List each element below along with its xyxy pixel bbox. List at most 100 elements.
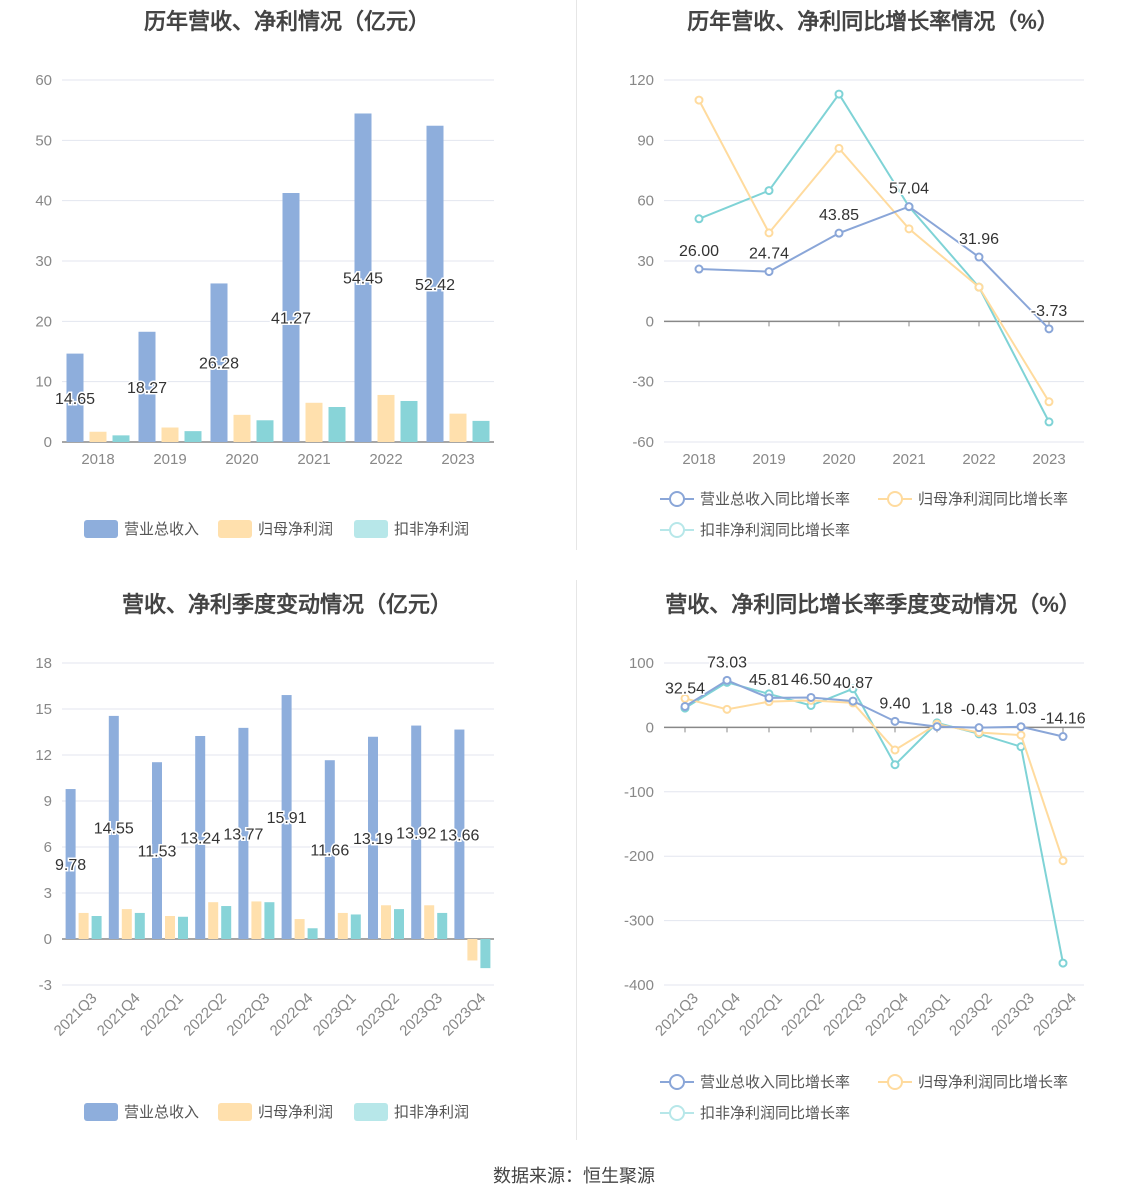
- y-tick-label: 6: [44, 839, 52, 856]
- point-value-label: 1.03: [1005, 701, 1036, 718]
- legend-swatch: [218, 1102, 252, 1121]
- bar-net-profit: [377, 394, 395, 442]
- legend-label: 归母净利润同比增长率: [918, 491, 1069, 508]
- legend-item-deducted-profit[interactable]: 扣非净利润: [354, 1101, 469, 1122]
- legend-swatch: [218, 519, 252, 538]
- bar-value-label: 13.19: [353, 831, 393, 848]
- y-tick-label: 3: [44, 885, 52, 902]
- series-line-1: [684, 697, 1064, 862]
- bar-revenue: [152, 762, 162, 939]
- legend-swatch: [660, 521, 694, 539]
- legend-item-net-profit-growth[interactable]: 归母净利润同比增长率: [878, 1071, 1068, 1092]
- y-tick-label: 60: [637, 193, 654, 210]
- bar-value-label: 52.42: [415, 277, 455, 294]
- x-tick-label: 2020: [822, 451, 855, 468]
- legend-label: 营业总收入: [124, 521, 200, 538]
- data-point: [890, 760, 900, 770]
- bar-value-label: 11.66: [310, 843, 349, 860]
- y-tick-label: 0: [44, 434, 52, 451]
- bar-deducted-profit: [400, 400, 418, 442]
- bar-revenue: [411, 725, 422, 939]
- legend-swatch: [354, 519, 388, 538]
- y-tick-label: 50: [35, 132, 52, 149]
- bar-deducted-profit: [112, 435, 130, 442]
- point-value-label: 73.03: [707, 654, 747, 671]
- data-point: [806, 692, 816, 702]
- data-point: [1016, 730, 1026, 740]
- bar-value-label: 54.45: [343, 271, 383, 288]
- bar-revenue: [210, 283, 228, 442]
- chart-title: 历年营收、净利情况（亿元）: [143, 9, 430, 34]
- data-point: [834, 143, 844, 153]
- bar-revenue: [281, 695, 292, 939]
- bar-revenue: [454, 729, 465, 939]
- y-tick-label: -300: [624, 913, 654, 930]
- bar-value-label: 13.66: [439, 827, 479, 844]
- bar-net-profit: [89, 431, 107, 442]
- y-tick-label: -60: [632, 434, 654, 451]
- data-point: [974, 723, 984, 733]
- bar-value-label: 14.65: [55, 391, 95, 408]
- point-value-label: 1.18: [921, 701, 952, 718]
- x-tick-label: 2018: [81, 451, 114, 468]
- point-value-label: 31.96: [959, 231, 999, 248]
- bar-value-label: 41.27: [271, 311, 311, 328]
- bar-value-label: 9.78: [55, 857, 86, 874]
- legend-item-revenue-growth[interactable]: 营业总收入同比增长率: [660, 488, 850, 509]
- bar-value-label: 13.24: [180, 830, 220, 847]
- y-tick-label: 20: [35, 313, 52, 330]
- series-line-2: [698, 92, 1050, 423]
- point-value-label: 57.04: [889, 181, 929, 198]
- legend-item-revenue[interactable]: 营业总收入: [84, 1101, 199, 1122]
- legend-label: 扣非净利润同比增长率: [700, 522, 851, 539]
- x-tick-label: 2018: [682, 451, 715, 468]
- data-point: [694, 95, 704, 105]
- point-value-label: 32.54: [665, 680, 705, 697]
- legend-item-net-profit[interactable]: 归母净利润: [218, 518, 333, 539]
- data-point: [904, 202, 914, 212]
- x-tick-label: 2020: [225, 451, 258, 468]
- series-line-0: [698, 205, 1050, 330]
- chart-plot: -303691215182021Q32021Q42022Q12022Q22022…: [35, 655, 494, 1040]
- data-point: [694, 214, 704, 224]
- bar-deducted-profit: [91, 916, 102, 939]
- data-point: [834, 89, 844, 99]
- y-tick-label: -30: [632, 374, 654, 391]
- legend-item-deducted-growth[interactable]: 扣非净利润同比增长率: [660, 1102, 850, 1123]
- chart-legend: 营业总收入同比增长率 归母净利润同比增长率 扣非净利润同比增长率: [578, 0, 1148, 550]
- data-point: [974, 282, 984, 292]
- y-tick-label: -200: [624, 848, 654, 865]
- bar-revenue: [108, 715, 119, 939]
- legend-item-revenue[interactable]: 营业总收入: [84, 518, 199, 539]
- bar-net-profit: [337, 912, 348, 939]
- data-point: [1044, 397, 1054, 407]
- bar-net-profit: [251, 901, 262, 939]
- x-tick-label: 2022: [962, 451, 995, 468]
- bar-net-profit: [78, 912, 89, 939]
- quarterly-revenue-profit-chart: 营收、净利季度变动情况（亿元） -3 0 3 6 9 12 15 18 2021Q3 2021Q4…: [0, 583, 574, 1143]
- legend-item-net-profit[interactable]: 归母净利润: [218, 1101, 333, 1122]
- legend-item-revenue-growth[interactable]: 营业总收入同比增长率: [660, 1071, 850, 1092]
- bar-net-profit: [294, 919, 305, 939]
- legend-swatch: [84, 1102, 118, 1121]
- legend-item-net-profit-growth[interactable]: 归母净利润同比增长率: [878, 488, 1068, 509]
- legend-swatch: [660, 490, 694, 508]
- legend-swatch: [878, 490, 912, 508]
- data-point: [764, 693, 774, 703]
- y-tick-label: 15: [35, 701, 52, 718]
- bar-value-label: 18.27: [127, 380, 167, 397]
- chart-legend: 营业总收入 归母净利润 扣非净利润: [0, 0, 574, 550]
- y-tick-label: 60: [35, 72, 52, 89]
- bar-deducted-profit: [350, 914, 361, 939]
- bar-revenue: [354, 113, 372, 443]
- legend-swatch: [660, 1104, 694, 1122]
- y-tick-label: 0: [646, 719, 654, 736]
- legend-item-deducted-profit[interactable]: 扣非净利润: [354, 518, 469, 539]
- legend-item-deducted-growth[interactable]: 扣非净利润同比增长率: [660, 519, 850, 540]
- legend-label: 扣非净利润: [394, 1104, 470, 1121]
- chart-legend: 营业总收入 归母净利润 扣非净利润: [0, 583, 574, 1143]
- x-tick-label: 2021: [297, 451, 330, 468]
- bar-deducted-profit: [264, 902, 275, 939]
- data-point: [848, 684, 858, 694]
- bar-net-profit: [424, 905, 435, 939]
